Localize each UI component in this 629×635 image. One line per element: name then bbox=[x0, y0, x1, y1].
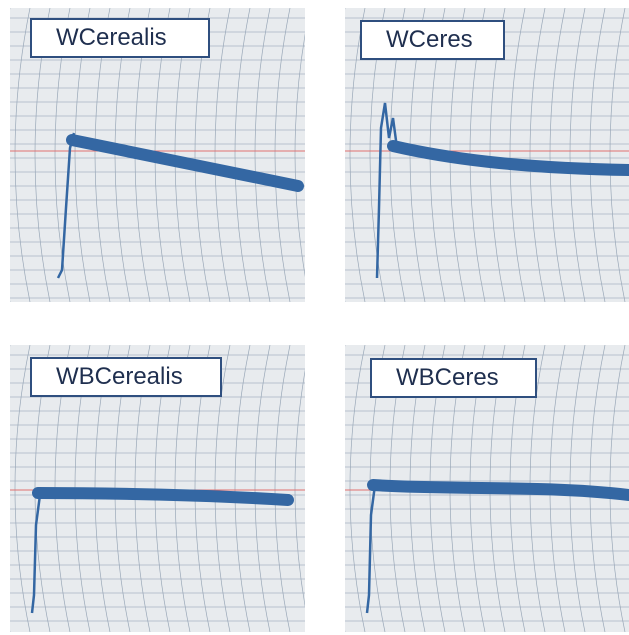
grid-arc bbox=[610, 8, 625, 302]
panel-label: WBCerealis bbox=[30, 357, 222, 397]
grid-arc bbox=[530, 8, 545, 302]
grid-arc bbox=[550, 8, 565, 302]
grid-arc bbox=[15, 345, 30, 632]
trace-rise bbox=[367, 485, 375, 613]
grid-arc bbox=[255, 8, 270, 302]
chart-photo: WBCerealis bbox=[10, 345, 305, 632]
grid-arc bbox=[295, 8, 305, 302]
grid-arc bbox=[350, 345, 365, 632]
panel-label: WCeres bbox=[360, 20, 505, 60]
chart-photo: WCerealis bbox=[10, 8, 305, 302]
grid-arc bbox=[590, 8, 605, 302]
grid-arc bbox=[235, 8, 250, 302]
trace-band bbox=[373, 485, 629, 495]
grid-arc bbox=[570, 8, 585, 302]
trace-rise bbox=[32, 495, 40, 613]
grid-arc bbox=[235, 345, 250, 632]
trace-rise bbox=[377, 103, 397, 278]
panel-label: WBCeres bbox=[370, 358, 537, 398]
panel-label: WCerealis bbox=[30, 18, 210, 58]
trace-band bbox=[72, 140, 298, 186]
grid-arc bbox=[295, 345, 305, 632]
chart-photo: WCeres bbox=[345, 8, 629, 302]
grid-arc bbox=[255, 345, 270, 632]
page: WCerealis WCeres WBCerealis WBCeres (() … bbox=[0, 0, 629, 635]
grid-arc bbox=[215, 8, 230, 302]
grid-arc bbox=[275, 345, 290, 632]
grid-arc bbox=[275, 8, 290, 302]
trace-band bbox=[38, 493, 288, 500]
chart-photo: WBCeres bbox=[345, 345, 629, 632]
grid-arc bbox=[15, 8, 30, 302]
grid-arc bbox=[510, 8, 525, 302]
